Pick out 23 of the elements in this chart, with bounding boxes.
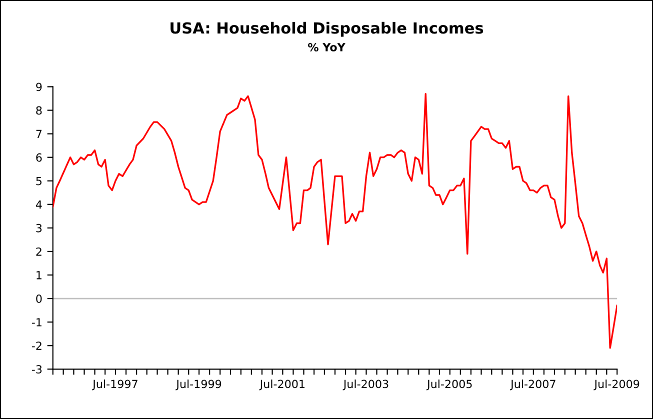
x-tick-label: Jul-1999 [176, 380, 222, 390]
y-tick-label: 7 [36, 130, 42, 138]
chart-title: USA: Household Disposable Incomes [170, 22, 484, 37]
y-tick-label: 4 [36, 200, 42, 209]
chart-subtitle: % YoY [308, 43, 346, 52]
x-tick-label: Jul-1997 [92, 380, 138, 390]
y-tick-label: 9 [36, 82, 42, 92]
y-tick-label: -1 [32, 318, 42, 326]
x-tick-label: Jul-2001 [259, 380, 305, 390]
y-tick-label: 1 [36, 271, 42, 280]
y-tick-label: 8 [36, 106, 42, 115]
x-tick-label: Jul-2007 [510, 380, 556, 390]
y-tick-label: 5 [36, 176, 42, 186]
y-tick-label: 0 [36, 294, 42, 303]
x-tick-label: Jul-2005 [426, 380, 472, 390]
y-tick-label: -3 [32, 365, 42, 374]
line-series [52, 92, 618, 349]
y-tick-label: 6 [36, 153, 42, 162]
x-tick-label: Jul-2003 [342, 380, 388, 390]
y-tick-label: 2 [36, 247, 42, 256]
y-tick-label: 3 [36, 224, 42, 232]
x-tick-label: Jul-2009 [594, 380, 640, 390]
y-tick-label: -2 [32, 342, 42, 350]
